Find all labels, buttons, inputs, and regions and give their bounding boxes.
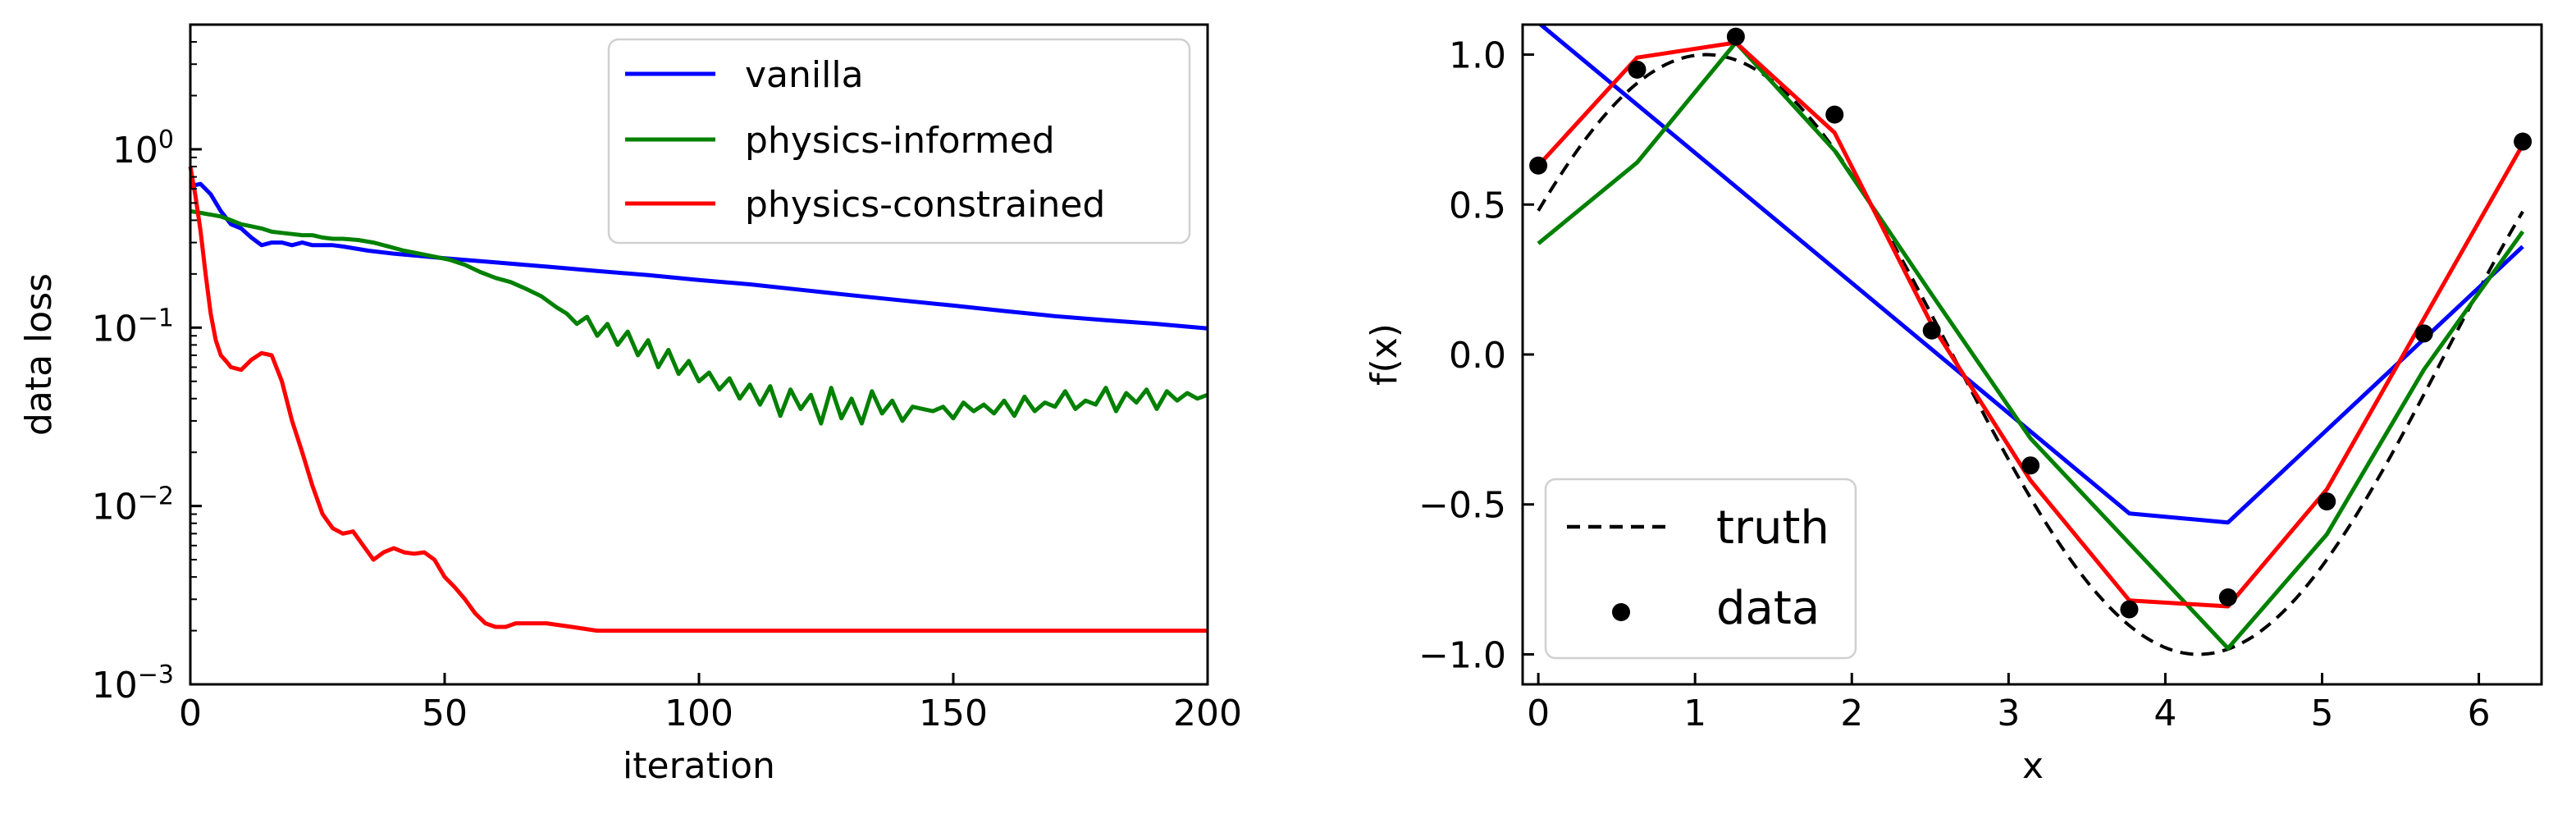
loss-chart-ylabel: data loss	[18, 273, 60, 436]
fit-x-tick-label: 2	[1840, 693, 1863, 734]
legend-vanilla-label: vanilla	[745, 54, 864, 96]
loss-series-vanilla	[190, 181, 1208, 331]
fit-chart-panel: 0 1 2 3 4 5 6 −1.0 −0.5 0.0 0.5 1.0 x f(x) truth da…	[1363, 23, 2543, 787]
loss-y-tick-label: 100	[112, 126, 174, 171]
legend-physics-constrained-label: physics-constrained	[745, 184, 1105, 226]
fit-series-vanilla	[1537, 25, 2524, 525]
legend-data-label: data	[1716, 582, 1820, 635]
legend-truth-label: truth	[1716, 501, 1829, 555]
fit-y-tick-label: −1.0	[1418, 634, 1506, 676]
loss-chart-panel: 0 50 100 150 200 10−3 10−2 10−1 100 iteration da…	[18, 23, 1242, 787]
fit-x-tick-label: 3	[1997, 693, 2020, 734]
loss-y-tick-label: 10−1	[92, 304, 174, 350]
fit-y-tick-label: −0.5	[1418, 485, 1506, 527]
data-point	[2318, 492, 2336, 511]
fit-x-tick-label: 5	[2310, 693, 2333, 734]
fit-chart-ticks: 0 1 2 3 4 5 6 −1.0 −0.5 0.0 0.5 1.0	[1418, 35, 2490, 734]
loss-y-tick-label: 10−3	[92, 661, 174, 707]
data-point	[1529, 156, 1548, 175]
fit-x-tick-label: 0	[1527, 693, 1550, 734]
fit-y-tick-label: 1.0	[1449, 35, 1506, 77]
loss-legend-box	[607, 38, 1191, 245]
legend-physics-informed-label: physics-informed	[745, 120, 1055, 162]
data-point	[2218, 588, 2237, 607]
fit-x-tick-label: 4	[2154, 693, 2176, 734]
fit-x-tick-label: 6	[2468, 693, 2491, 734]
fit-series-physics-informed	[1537, 40, 2525, 651]
fit-x-tick-label: 1	[1683, 693, 1706, 734]
legend-data-swatch	[1612, 603, 1630, 621]
loss-x-tick-label: 200	[1173, 693, 1242, 734]
data-point	[2021, 456, 2040, 475]
loss-chart-xlabel: iteration	[623, 745, 775, 787]
fit-chart-ylabel: f(x)	[1363, 323, 1405, 386]
fit-chart-legend: truth data	[1544, 478, 1857, 660]
loss-series-physics-constrained	[188, 166, 1208, 633]
data-point	[1922, 321, 1941, 340]
data-point	[2414, 324, 2433, 343]
loss-x-tick-label: 0	[179, 693, 202, 734]
fit-plot-area	[1537, 25, 2525, 656]
data-point	[2120, 600, 2139, 619]
truth-curve	[1537, 53, 2524, 656]
data-point	[1726, 27, 1745, 46]
loss-chart-legend: vanilla physics-informed physics-constra…	[607, 38, 1191, 245]
data-point	[1628, 60, 1647, 79]
data-point	[2514, 132, 2533, 151]
loss-series-physics-informed	[190, 208, 1208, 426]
data-point	[1825, 105, 1844, 124]
fit-series-physics-constrained	[1537, 40, 2525, 609]
fit-chart-xlabel: x	[2022, 745, 2044, 787]
fit-y-tick-label: 0.5	[1449, 185, 1506, 226]
fit-chart-lines	[1529, 25, 2533, 656]
loss-x-tick-label: 150	[919, 693, 988, 734]
loss-chart-lines	[188, 166, 1208, 633]
loss-y-tick-label: 10−2	[92, 482, 174, 528]
loss-x-tick-label: 100	[665, 693, 733, 734]
loss-chart-ticks: 0 50 100 150 200 10−3 10−2 10−1 100	[92, 24, 1242, 734]
loss-x-tick-label: 50	[422, 693, 468, 734]
fit-y-tick-label: 0.0	[1449, 335, 1506, 377]
